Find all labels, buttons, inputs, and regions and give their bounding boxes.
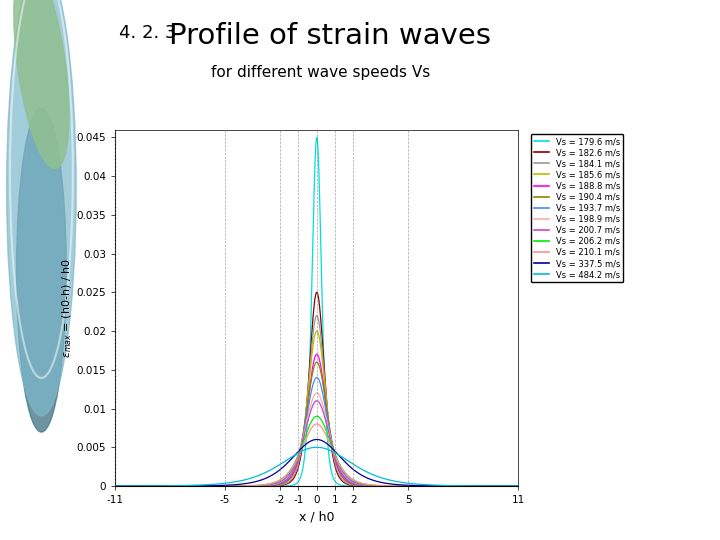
Circle shape bbox=[17, 108, 66, 432]
Y-axis label: $\varepsilon_{max}$ = (h0-h) / h0: $\varepsilon_{max}$ = (h0-h) / h0 bbox=[60, 258, 73, 357]
Ellipse shape bbox=[14, 0, 69, 168]
Text: 4. 2. 3: 4. 2. 3 bbox=[119, 24, 176, 42]
Text: Profile of strain waves: Profile of strain waves bbox=[169, 22, 491, 50]
Legend: Vs = 179.6 m/s, Vs = 182.6 m/s, Vs = 184.1 m/s, Vs = 185.6 m/s, Vs = 188.8 m/s, : Vs = 179.6 m/s, Vs = 182.6 m/s, Vs = 184… bbox=[531, 134, 624, 282]
Text: for different wave speeds Vs: for different wave speeds Vs bbox=[211, 65, 430, 80]
X-axis label: x / h0: x / h0 bbox=[299, 511, 335, 524]
Circle shape bbox=[6, 0, 76, 416]
